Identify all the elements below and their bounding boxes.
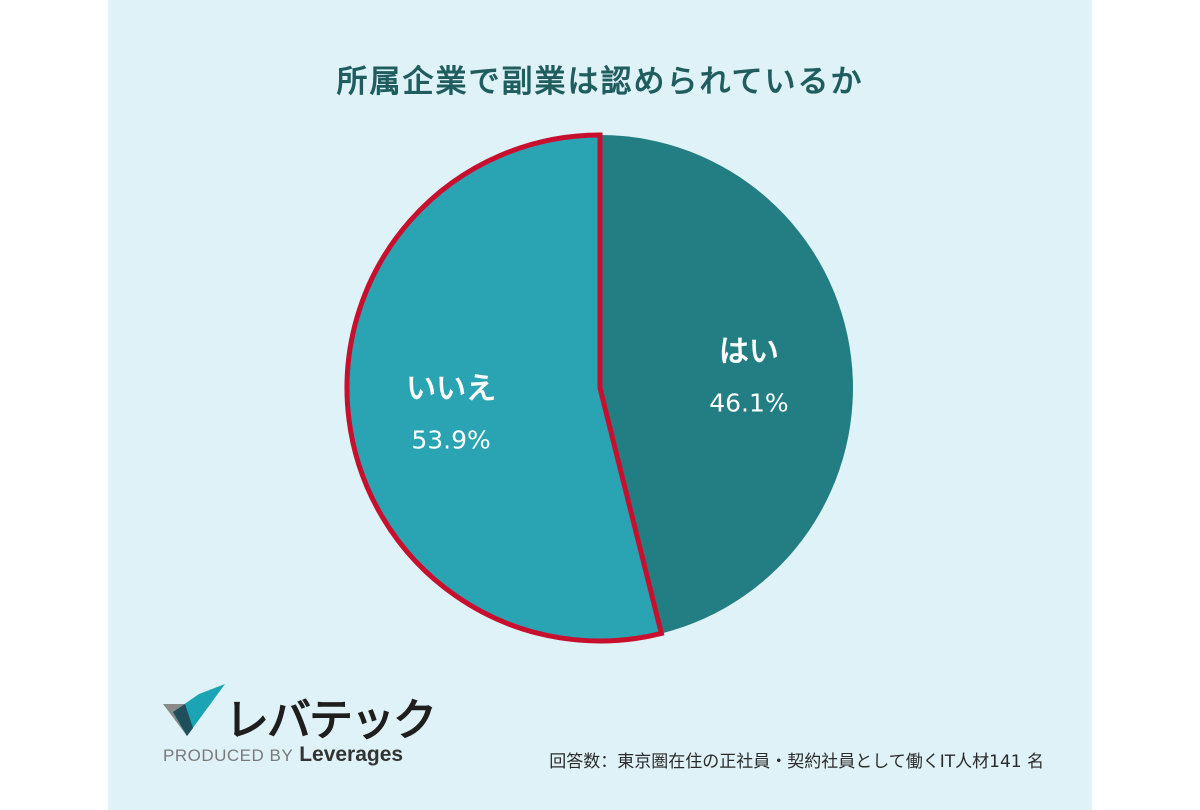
pie-slice-label-1: いいえ (406, 371, 496, 406)
chart-panel: 所属企業で副業は認められているか はい 46.1% いいえ 53.9% レバテック P… (108, 0, 1092, 810)
pie-slice-value-0: 46.1% (709, 389, 788, 418)
company-logo: レバテック PRODUCED BY Leverages (163, 684, 437, 774)
produced-by-text: PRODUCED BY (163, 746, 294, 765)
brand-name: Leverages (299, 743, 404, 766)
pie-slice-label-0: はい (719, 335, 779, 370)
logo-check-icon (163, 684, 225, 736)
pie-slice-highlight-outline-0 (344, 132, 665, 644)
pie-slice-1 (346, 135, 662, 641)
logo-produced-by: PRODUCED BY Leverages (163, 743, 403, 767)
respondent-footnote: 回答数：東京圏在住の正社員・契約社員として働くIT人材141 名 (549, 752, 1044, 772)
logo-name: レバテック (225, 695, 437, 746)
pie-slice-0 (600, 135, 853, 634)
pie-chart: はい 46.1% いいえ 53.9% (344, 132, 853, 644)
pie-slice-value-1: 53.9% (411, 425, 490, 454)
chart-title: 所属企業で副業は認められているか (336, 64, 864, 100)
